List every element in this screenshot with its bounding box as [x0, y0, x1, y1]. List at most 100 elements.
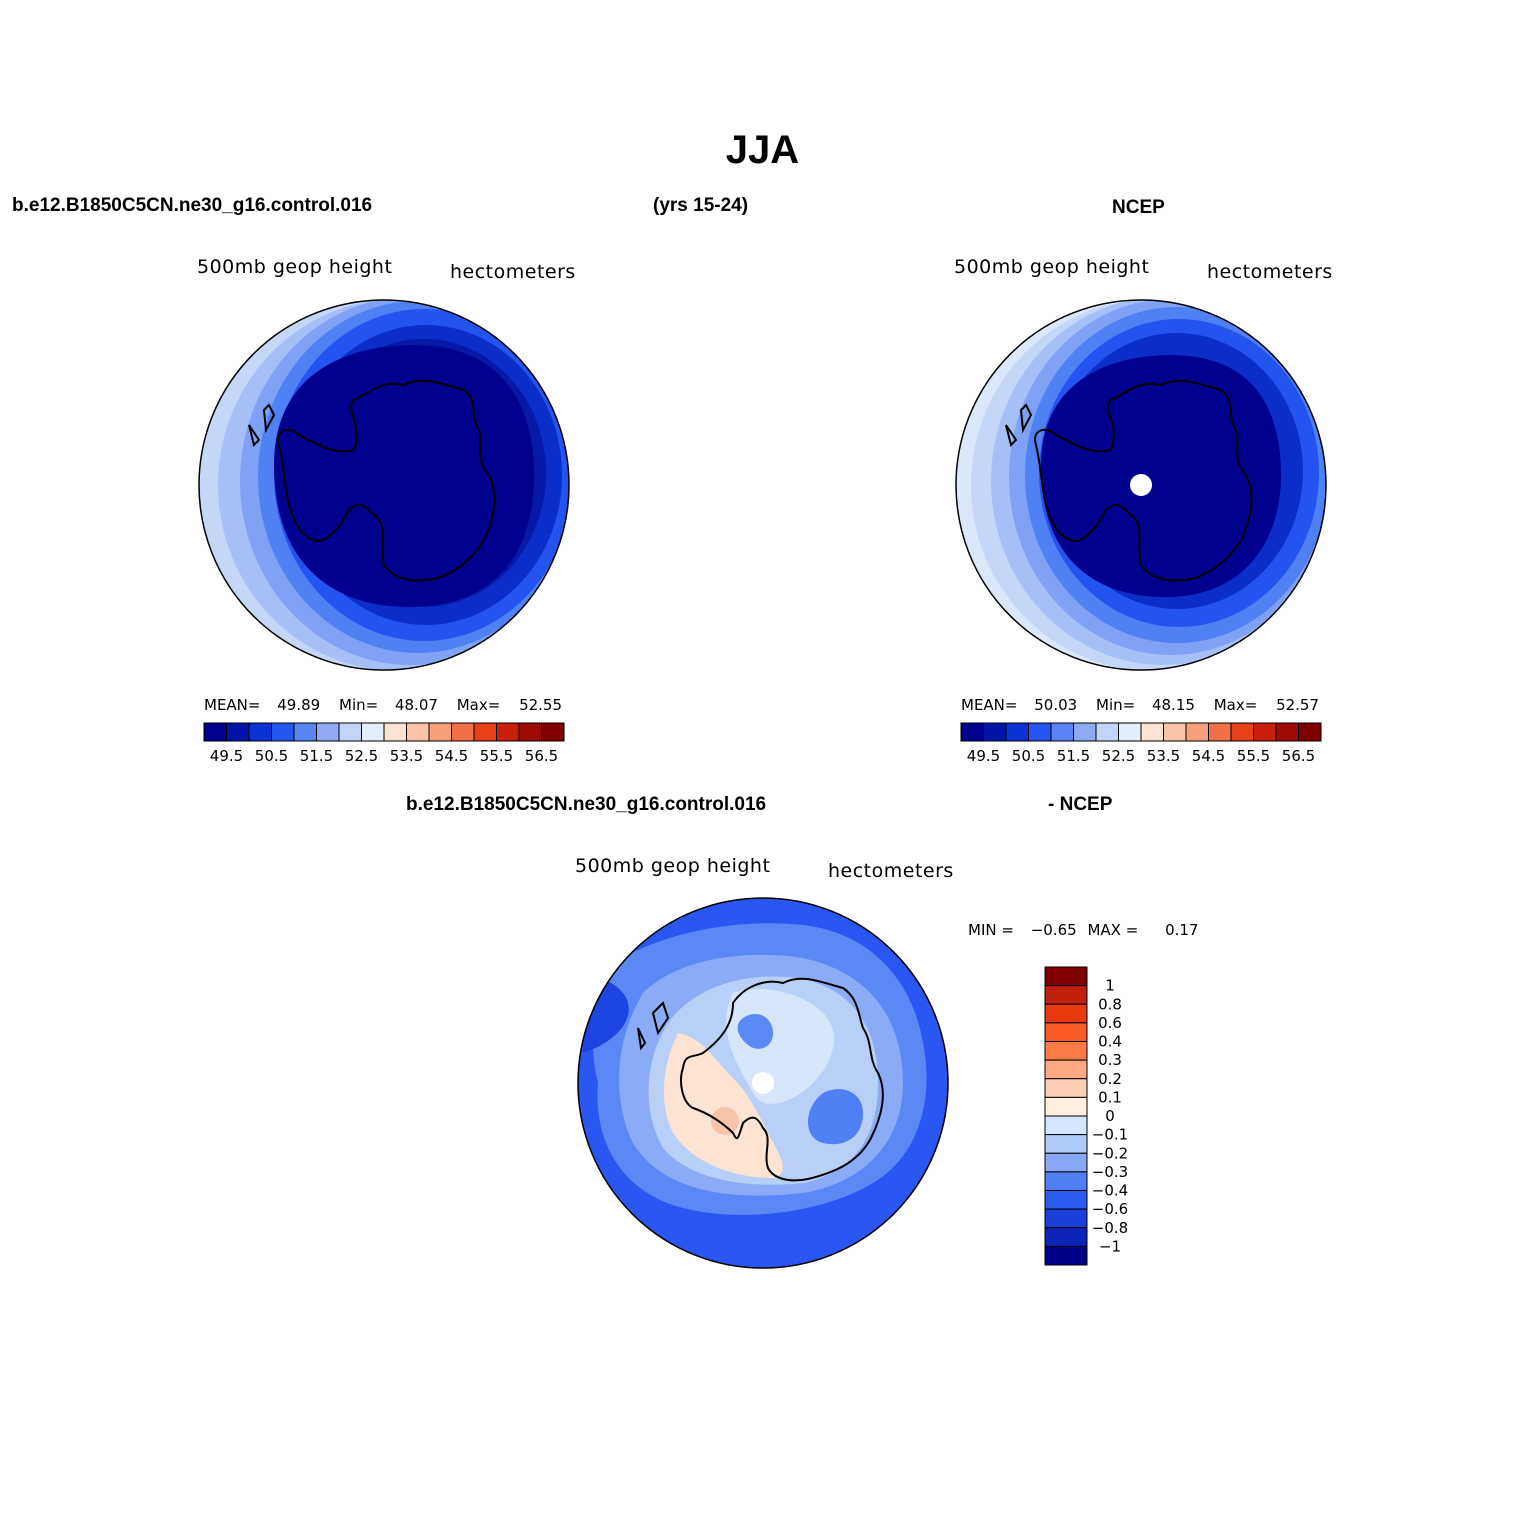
colorbar-swatch — [1185, 722, 1209, 742]
colorbar-tick-label: 55.5 — [480, 747, 513, 765]
contour-band — [737, 1013, 773, 1049]
max-label: Max= — [1213, 696, 1258, 714]
colorbar-tick-label: −0.3 — [1092, 1163, 1128, 1181]
bottom-case-name: b.e12.B1850C5CN.ne30_g16.control.016 — [406, 794, 767, 815]
min-value: −0.65 — [1030, 921, 1077, 939]
colorbar-tick-label: 0.1 — [1098, 1088, 1122, 1106]
contour-band — [663, 1033, 783, 1178]
colorbar-swatch — [1044, 1190, 1088, 1210]
colorbar-tick-label: −0.8 — [1092, 1219, 1128, 1237]
colorbar-swatch — [1044, 1115, 1088, 1136]
mean-value: 50.03 — [1034, 696, 1078, 714]
pole-hole — [752, 1072, 774, 1094]
contour-band — [711, 1107, 739, 1135]
colorbar-swatch — [1298, 722, 1322, 742]
antarctica-coastline — [1034, 379, 1253, 582]
colorbar-tick-label: 56.5 — [525, 747, 558, 765]
colorbar-swatch — [1044, 1208, 1088, 1229]
colorbar-tick-label: 54.5 — [435, 747, 468, 765]
contour-band — [274, 345, 534, 608]
difference-polar-map — [577, 897, 949, 1269]
colorbar-swatch — [541, 722, 565, 742]
colorbar-swatch — [383, 722, 407, 742]
colorbar-tick-label: 49.5 — [210, 747, 243, 765]
colorbar-swatch — [518, 722, 542, 742]
min-value: 48.07 — [394, 696, 438, 714]
colorbar-swatch — [1044, 1059, 1088, 1080]
top-right-case-name: NCEP — [1112, 197, 1165, 218]
contour-band — [1041, 355, 1281, 598]
colorbar-tick-label: 52.5 — [345, 747, 378, 765]
max-value: 52.55 — [519, 696, 563, 714]
colorbar-swatch — [1044, 985, 1088, 1005]
colorbar-swatch — [1044, 1245, 1088, 1266]
colorbar-swatch — [1208, 722, 1232, 742]
top-left-stats: MEAN= 49.89 Min= 48.07 Max= 52.55 — [204, 696, 562, 714]
top-left-case-name: b.e12.B1850C5CN.ne30_g16.control.016 — [12, 195, 373, 216]
colorbar-swatch — [203, 722, 227, 742]
colorbar-swatch — [1005, 722, 1029, 742]
antarctica-coastline — [680, 977, 884, 1182]
top-left-units-label: hectometers — [450, 261, 576, 283]
colorbar-swatch — [226, 722, 250, 742]
colorbar-swatch — [1275, 722, 1299, 742]
colorbar-swatch — [451, 722, 475, 742]
colorbar-swatch — [338, 722, 362, 742]
colorbar-swatch — [406, 722, 430, 742]
colorbar-swatch — [1044, 1227, 1088, 1247]
colorbar-swatch — [473, 722, 497, 742]
colorbar-swatch — [361, 722, 385, 742]
top-right-units-label: hectometers — [1207, 261, 1333, 283]
coastline-detail — [1005, 403, 1033, 447]
colorbar-tick-label: 52.5 — [1102, 747, 1135, 765]
colorbar-tick-label: 55.5 — [1237, 747, 1270, 765]
coastline-detail — [248, 403, 276, 447]
top-right-stats: MEAN= 50.03 Min= 48.15 Max= 52.57 — [961, 696, 1319, 714]
colorbar-tick-label: −0.2 — [1092, 1144, 1128, 1162]
mean-label: MEAN= — [961, 696, 1018, 714]
contour-band — [808, 1089, 863, 1145]
max-value: 52.57 — [1276, 696, 1320, 714]
colorbar-tick-label: 53.5 — [390, 747, 423, 765]
colorbar-swatch — [1044, 1022, 1088, 1042]
colorbar-tick-label: 0.8 — [1098, 995, 1122, 1013]
difference-colorbar: 10.80.60.40.30.20.10−0.1−0.2−0.3−0.4−0.6… — [1044, 966, 1128, 1266]
colorbar-swatch — [1044, 1041, 1088, 1061]
pole-hole — [1130, 474, 1152, 496]
colorbar-swatch — [1163, 722, 1187, 742]
colorbar-swatch — [1095, 722, 1119, 742]
colorbar-tick-label: 50.5 — [1012, 747, 1045, 765]
mean-label: MEAN= — [204, 696, 261, 714]
colorbar-tick-label: −0.4 — [1092, 1182, 1128, 1200]
colorbar-swatch — [428, 722, 452, 742]
colorbar-swatch — [1140, 722, 1164, 742]
colorbar-tick-label: 0.2 — [1098, 1070, 1122, 1088]
top-right-polar-map — [955, 299, 1327, 671]
colorbar-tick-label: 54.5 — [1192, 747, 1225, 765]
bottom-minmax: MIN = −0.65 MAX = 0.17 — [968, 921, 1198, 939]
colorbar-swatch — [293, 722, 317, 742]
bottom-minus-label: - NCEP — [1048, 794, 1113, 815]
colorbar-swatch — [496, 722, 520, 742]
colorbar-swatch — [1073, 722, 1097, 742]
max-label: Max= — [456, 696, 501, 714]
figure-title: JJA — [725, 128, 800, 172]
colorbar-swatch — [1044, 1152, 1088, 1173]
colorbar-swatch — [1028, 722, 1052, 742]
colorbar-tick-label: 53.5 — [1147, 747, 1180, 765]
colorbar-tick-label: 51.5 — [1057, 747, 1090, 765]
top-left-polar-map — [198, 299, 570, 671]
top-left-colorbar: 49.5 50.5 51.5 52.5 53.5 54.5 55.5 56.5 — [203, 722, 565, 765]
colorbar-tick-label: −1 — [1099, 1237, 1121, 1255]
colorbar-swatch — [1044, 1134, 1088, 1154]
bottom-field-label: 500mb geop height — [575, 855, 771, 877]
min-label: MIN = — [968, 921, 1014, 939]
colorbar-swatch — [960, 722, 984, 742]
colorbar-tick-label: 0.3 — [1098, 1051, 1122, 1069]
max-value: 0.17 — [1165, 921, 1199, 939]
colorbar-swatch — [271, 722, 295, 742]
colorbar-tick-label: −0.6 — [1092, 1200, 1128, 1218]
bottom-units-label: hectometers — [828, 860, 954, 882]
colorbar-tick-label: 0.6 — [1098, 1014, 1122, 1032]
top-right-colorbar: 49.5 50.5 51.5 52.5 53.5 54.5 55.5 56.5 — [960, 722, 1322, 765]
